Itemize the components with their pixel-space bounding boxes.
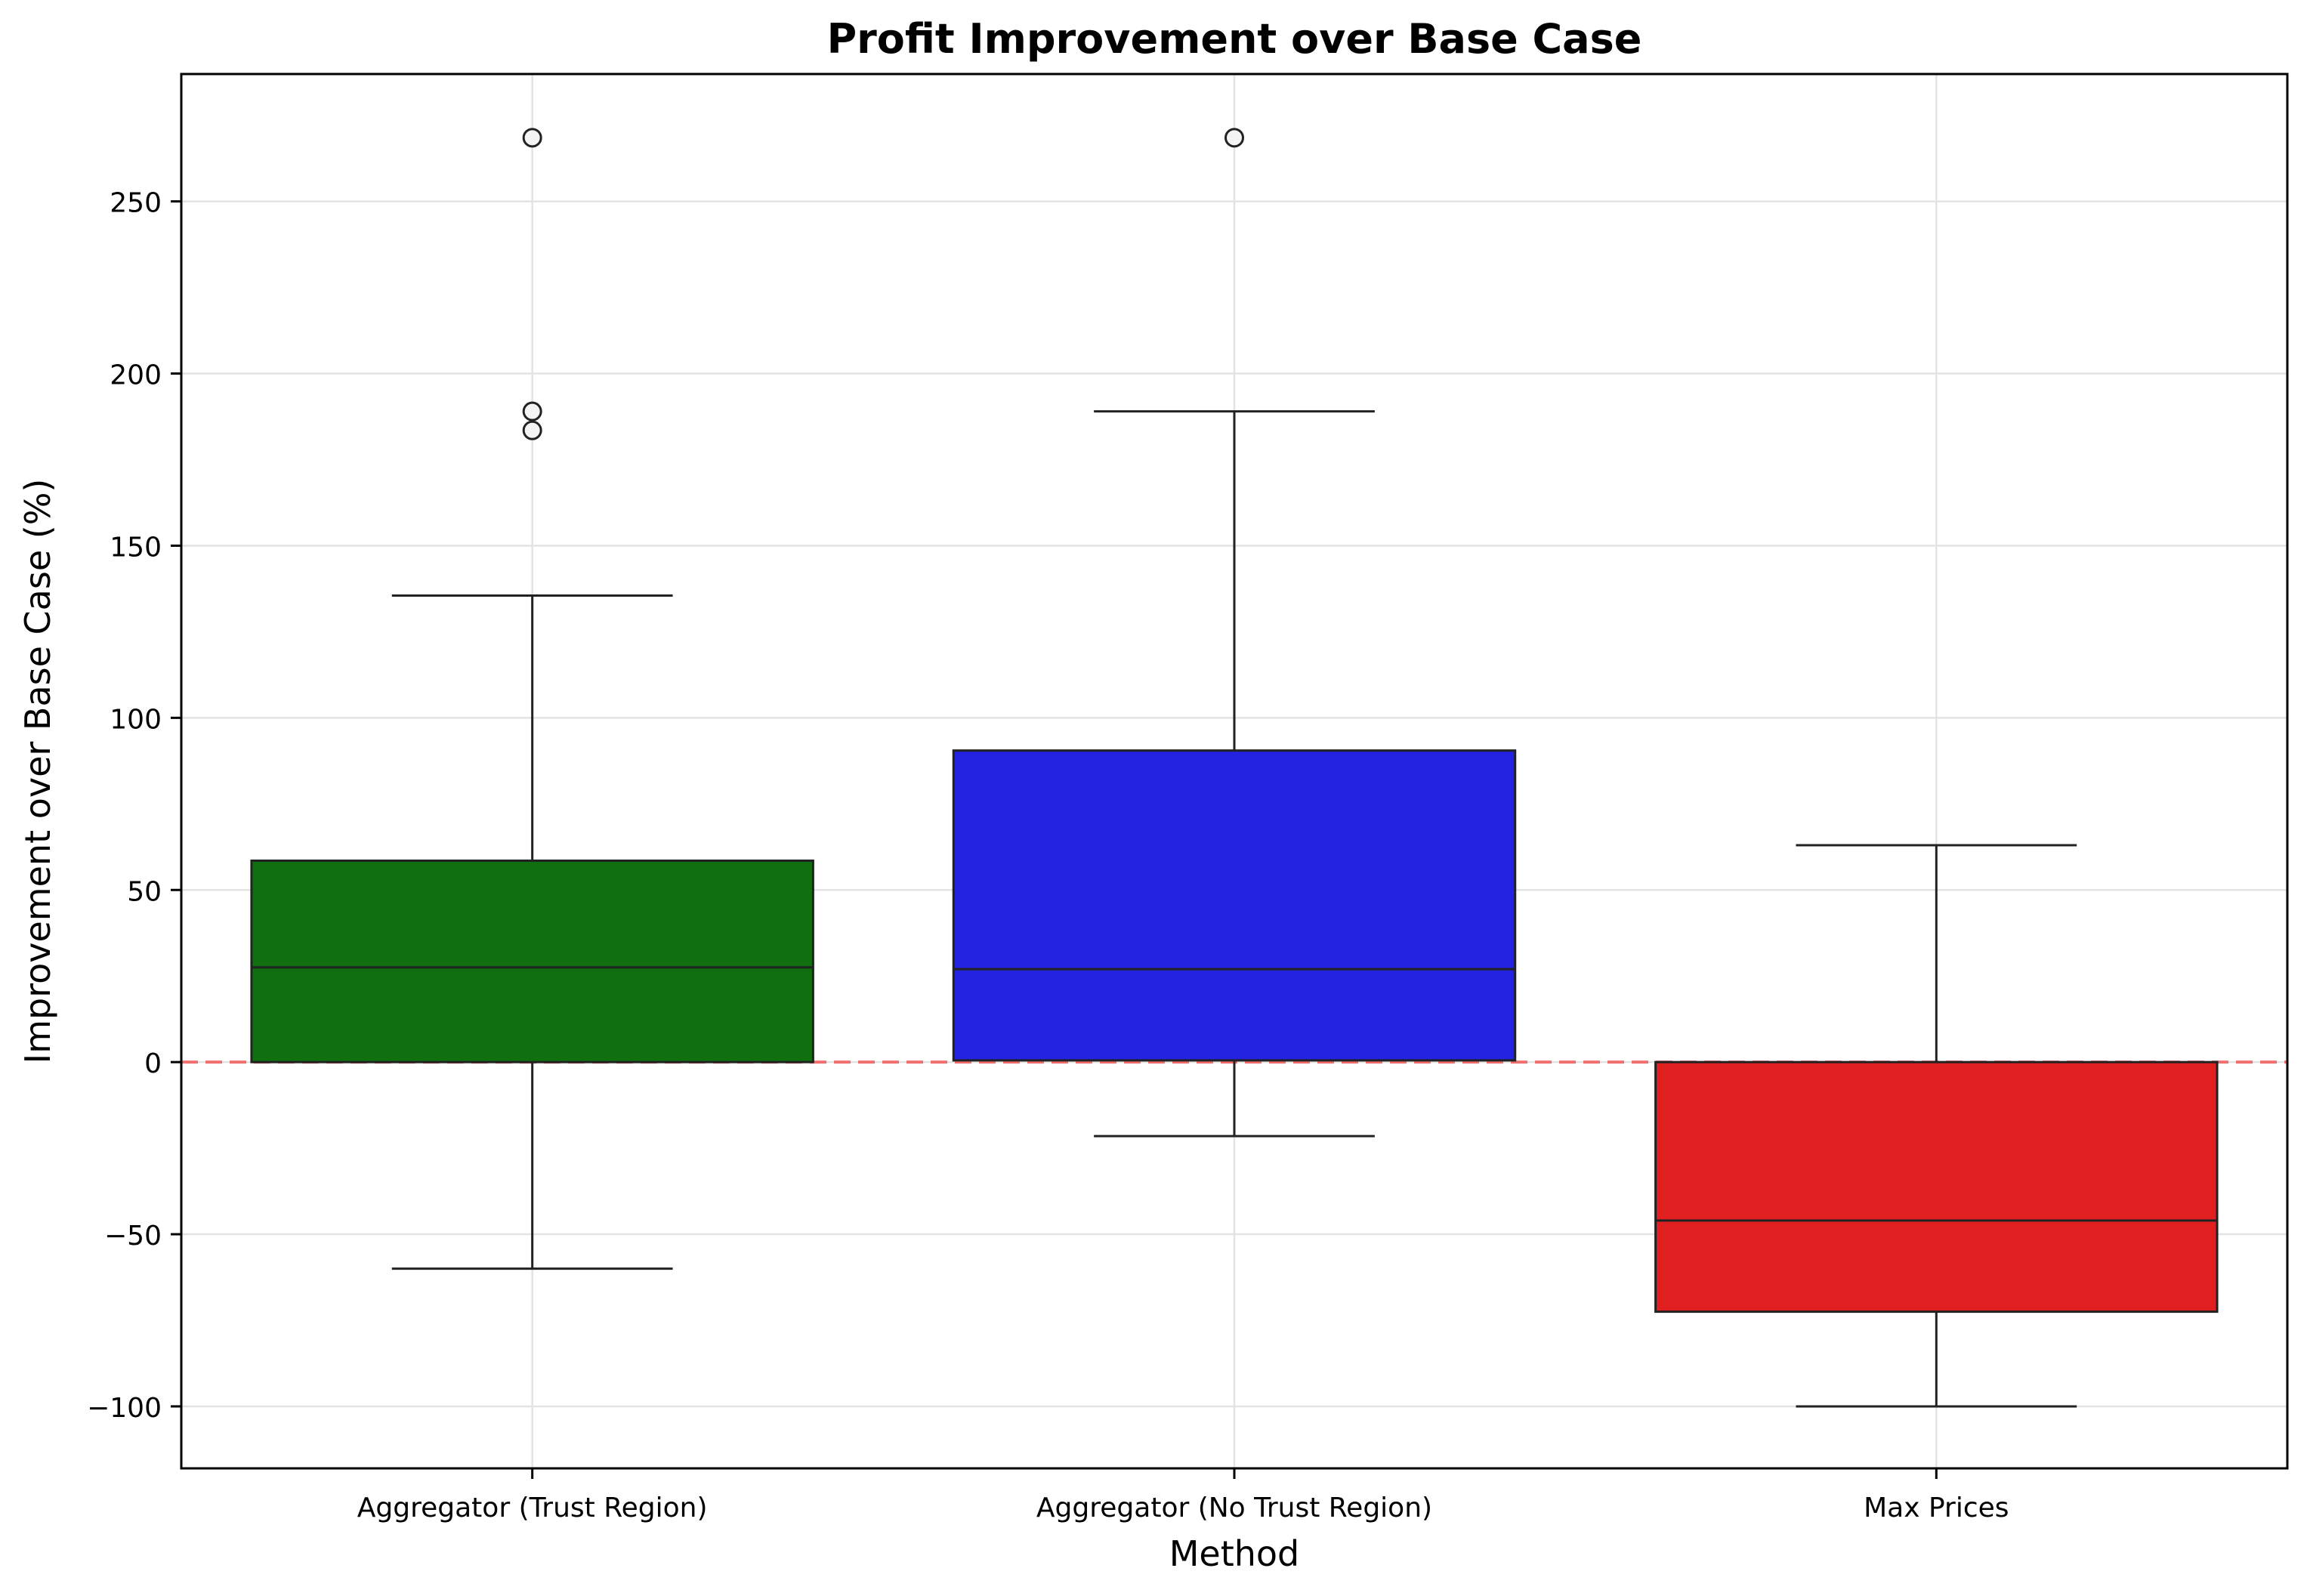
box-group <box>952 128 1517 1138</box>
y-tick-label: 150 <box>110 532 162 563</box>
boxes-layer <box>250 128 2219 1408</box>
y-tick-label: 200 <box>110 360 162 391</box>
x-tick-label: Aggregator (Trust Region) <box>357 1493 708 1523</box>
box-group <box>250 128 814 1270</box>
box-group <box>1654 844 2219 1408</box>
iqr-box <box>1654 1060 2219 1314</box>
outlier-point <box>522 401 542 421</box>
x-tick-label: Max Prices <box>1864 1493 2009 1523</box>
iqr-box <box>952 749 1517 1062</box>
y-tick-label: −100 <box>87 1393 162 1424</box>
x-axis-ticks: Aggregator (Trust Region) Aggregator (No … <box>357 1468 2009 1523</box>
y-axis-ticks: −100 −50 0 50 100 150 200 250 <box>87 188 181 1424</box>
x-tick-label: Aggregator (No Trust Region) <box>1036 1493 1432 1523</box>
y-tick-label: 50 <box>127 876 162 907</box>
y-tick-label: 0 <box>144 1048 162 1079</box>
outlier-point <box>522 128 542 148</box>
outlier-point <box>522 420 542 440</box>
y-axis-label: Improvement over Base Case (%) <box>17 479 58 1064</box>
x-axis-label: Method <box>1169 1533 1300 1574</box>
outlier-point <box>1224 128 1244 148</box>
chart-title: Profit Improvement over Base Case <box>827 15 1642 63</box>
iqr-box <box>250 860 814 1063</box>
y-tick-label: −50 <box>104 1221 162 1252</box>
y-tick-label: 250 <box>110 188 162 219</box>
y-tick-label: 100 <box>110 704 162 735</box>
